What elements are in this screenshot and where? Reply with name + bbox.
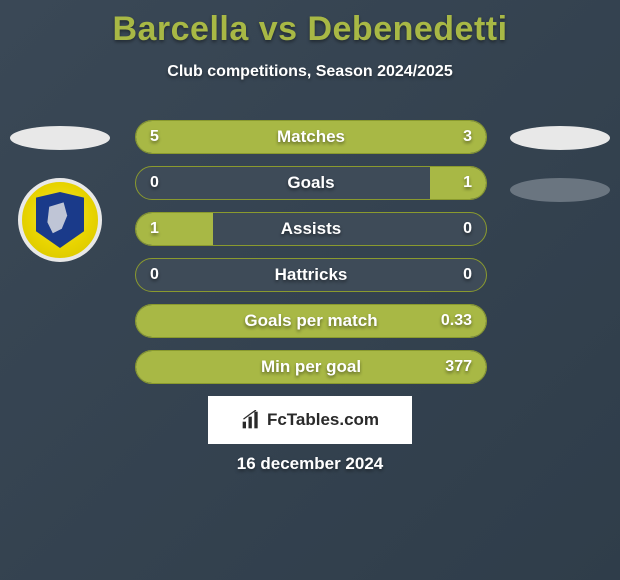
stat-row: 10Assists (135, 212, 487, 246)
stat-value-right: 0 (463, 259, 472, 291)
stat-row: 377Min per goal (135, 350, 487, 384)
stat-row: 0.33Goals per match (135, 304, 487, 338)
shield-icon (36, 192, 84, 248)
footer-brand-box: FcTables.com (208, 396, 412, 444)
fctables-logo-icon (241, 410, 261, 430)
stat-value-left: 0 (150, 167, 159, 199)
footer-date: 16 december 2024 (0, 454, 620, 474)
stat-value-right: 377 (445, 351, 472, 383)
player-right-badge-placeholder (510, 126, 610, 150)
bar-fill (136, 351, 486, 383)
stat-row: 01Goals (135, 166, 487, 200)
stat-value-left: 5 (150, 121, 159, 153)
player-left-badge-placeholder (10, 126, 110, 150)
bar-fill-left (136, 213, 213, 245)
club-crest-left (18, 178, 102, 262)
bar-fill (136, 305, 486, 337)
stat-row: 53Matches (135, 120, 487, 154)
page-title: Barcella vs Debenedetti (0, 0, 620, 49)
bar-fill-left (136, 121, 353, 153)
player-right-badge-placeholder-2 (510, 178, 610, 202)
bar-fill-right (430, 167, 486, 199)
stat-row: 0 0Hattricks (135, 258, 487, 292)
stats-bars: 53Matches01Goals10Assists00Hattricks0.33… (135, 120, 487, 396)
stat-value-right: 1 (463, 167, 472, 199)
page-subtitle: Club competitions, Season 2024/2025 (0, 63, 620, 81)
footer-brand-text: FcTables.com (267, 410, 379, 430)
stat-value-right: 0.33 (441, 305, 472, 337)
stat-label: Hattricks (136, 259, 486, 291)
stat-value-left: 1 (150, 213, 159, 245)
stat-value-right: 3 (463, 121, 472, 153)
stat-value-right: 0 (463, 213, 472, 245)
stat-value-left: 0 (150, 259, 159, 291)
